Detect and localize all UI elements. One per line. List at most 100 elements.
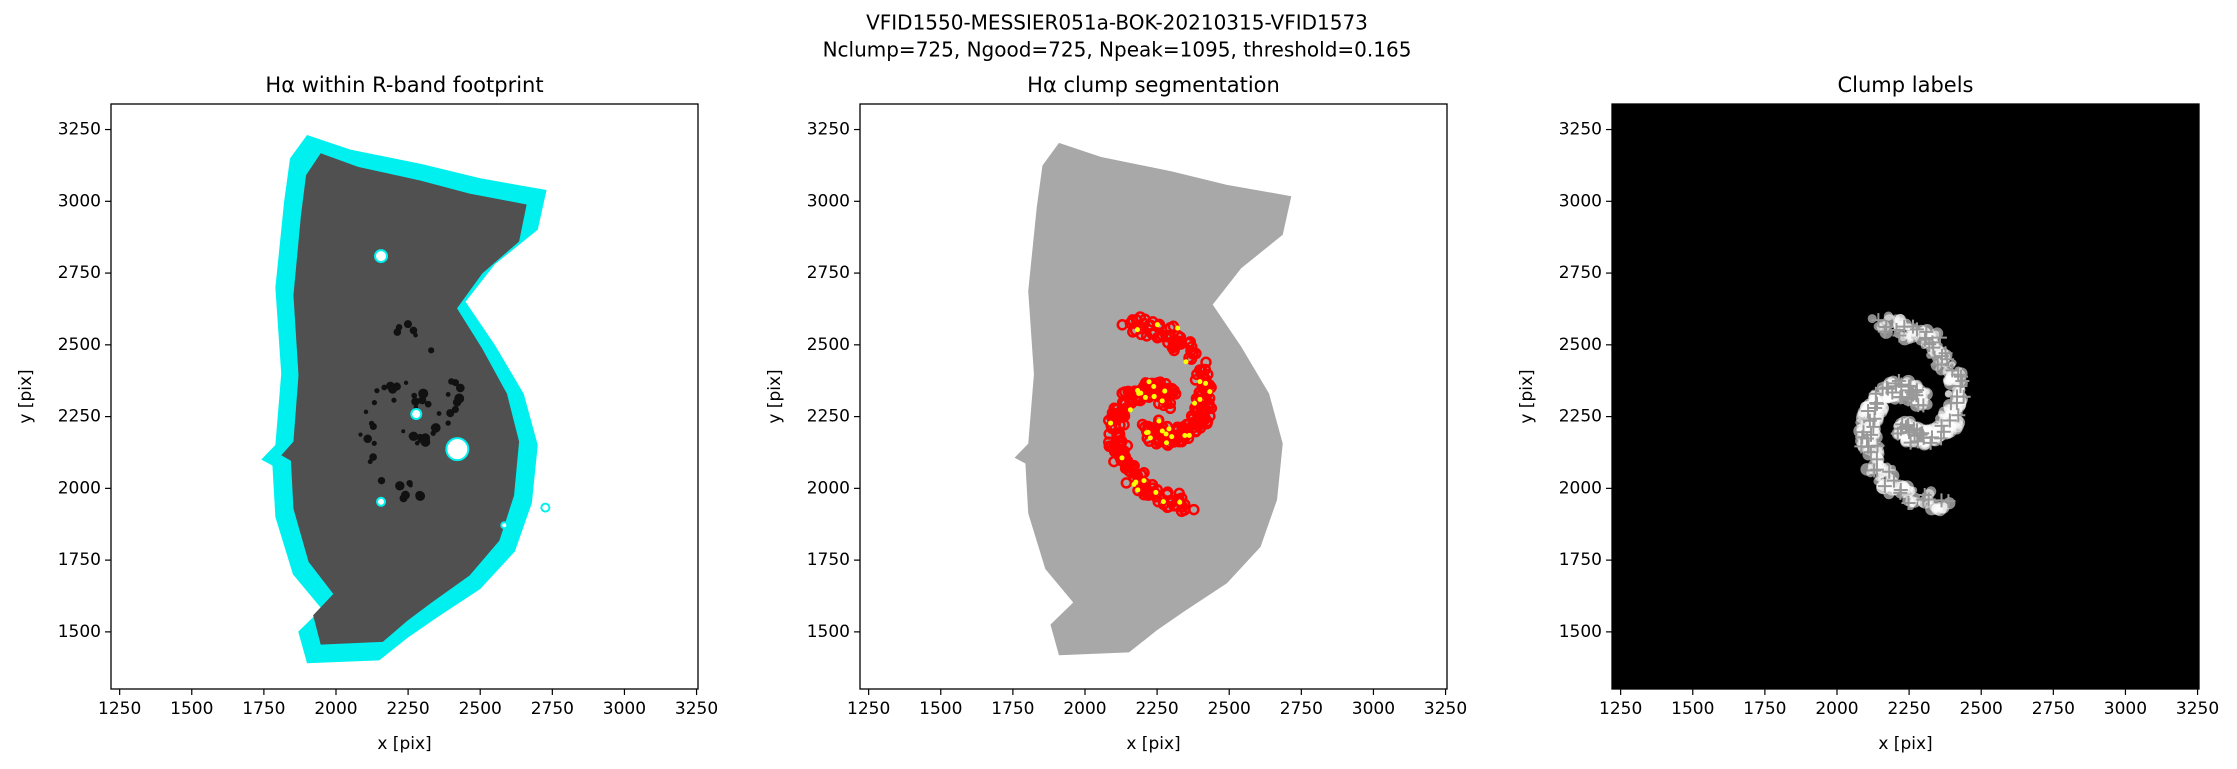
clump-marker	[1175, 505, 1188, 518]
dark-spot	[436, 411, 442, 416]
clump-marker	[1162, 382, 1175, 395]
clump-cross	[1926, 340, 1941, 355]
y-axis-label: y [pix]	[1517, 369, 1537, 423]
clump-label	[1925, 502, 1939, 516]
clump-label	[1855, 418, 1864, 427]
panel-image	[261, 135, 551, 664]
x-tick-label: 1750	[242, 699, 285, 719]
y-tick-label: 1500	[1559, 622, 1602, 642]
clump-cross	[1879, 319, 1894, 334]
clump-label	[1946, 371, 1956, 381]
clump-label	[1858, 408, 1868, 418]
peak-marker	[1147, 435, 1153, 441]
peak-marker	[1151, 383, 1157, 389]
dark-spot	[400, 490, 410, 500]
x-tick-label: 2500	[1208, 699, 1251, 719]
clump-marker	[1116, 435, 1128, 448]
y-tick-label: 2500	[58, 335, 101, 355]
clump-cross	[1879, 380, 1894, 395]
y-axis-label: y [pix]	[765, 369, 785, 423]
dark-spot	[401, 429, 406, 434]
y-tick-label: 2500	[807, 335, 850, 355]
dark-spot	[391, 397, 397, 403]
x-tick-label: 3000	[1352, 699, 1395, 719]
x-axis-label: x [pix]	[377, 734, 431, 754]
y-tick-label: 1500	[807, 622, 850, 642]
dark-spot	[408, 432, 416, 440]
x-tick-label: 3000	[2104, 699, 2147, 719]
clump-label	[1942, 427, 1954, 440]
clump-cross	[1866, 419, 1881, 434]
clump-cross	[1877, 479, 1892, 494]
dark-spot	[411, 397, 420, 406]
dark-spot	[371, 400, 378, 406]
peak-marker	[1151, 393, 1157, 399]
masked-star	[376, 496, 387, 507]
clump-cross	[1950, 389, 1965, 404]
dark-spot	[374, 388, 380, 394]
dark-spot	[428, 347, 435, 354]
y-tick-label: 2000	[58, 478, 101, 498]
clump-cross	[1861, 404, 1876, 419]
clump-label	[1867, 314, 1877, 324]
clump-marker	[1180, 418, 1193, 431]
y-tick-label: 3000	[807, 191, 850, 211]
axes-frame	[110, 103, 699, 690]
y-tick-label: 3250	[58, 120, 101, 140]
dark-spot	[455, 383, 465, 393]
panel-title: Hα within R-band footprint	[265, 73, 543, 97]
dark-spot	[377, 477, 386, 485]
dark-spot	[424, 400, 432, 408]
clump-marker	[1173, 494, 1186, 507]
clump-marker	[1188, 503, 1200, 516]
halpha-image	[281, 153, 527, 645]
dark-spot	[414, 440, 420, 446]
clump-cross	[1893, 483, 1908, 498]
clump-cross	[1940, 352, 1955, 367]
x-tick-label: 1250	[1599, 699, 1642, 719]
y-tick-label: 3000	[1559, 191, 1602, 211]
x-tick-label: 1250	[98, 699, 141, 719]
masked-star	[540, 502, 551, 513]
peak-marker	[1160, 499, 1166, 505]
clump-cross	[1910, 428, 1925, 443]
x-tick-label: 1500	[919, 699, 962, 719]
dark-spot	[369, 453, 377, 461]
peak-marker	[1197, 379, 1203, 385]
masked-star	[500, 521, 509, 530]
clump-cross	[1932, 330, 1947, 345]
panel-title: Clump labels	[1838, 73, 1974, 97]
peak-marker	[1159, 398, 1165, 404]
peak-marker	[1183, 359, 1189, 365]
y-tick-label: 2250	[807, 407, 850, 427]
masked-star	[445, 437, 470, 462]
clump-label	[1950, 359, 1957, 367]
peak-marker	[1154, 322, 1160, 328]
dark-spot	[386, 381, 395, 391]
clump-cross	[1921, 492, 1936, 507]
peak-marker	[1136, 391, 1142, 397]
x-axis-label: x [pix]	[1878, 734, 1932, 754]
clump-marker	[1173, 487, 1185, 500]
y-tick-label: 1750	[1559, 550, 1602, 570]
clump-marker	[1137, 380, 1150, 393]
clump-cross	[1934, 493, 1949, 508]
dark-spot	[446, 409, 455, 418]
clump-marker	[1116, 319, 1129, 331]
dark-spot	[358, 432, 363, 437]
clump-marker	[1202, 368, 1214, 381]
axes-frame	[1611, 103, 2200, 690]
clump-marker	[1174, 435, 1186, 447]
dark-spot	[415, 491, 426, 501]
clump-cross	[1901, 496, 1916, 511]
clump-cross	[1869, 452, 1884, 467]
y-tick-label: 2250	[1559, 407, 1602, 427]
axes-frame	[859, 103, 1448, 690]
clump-marker	[1164, 397, 1177, 409]
dark-spot	[448, 378, 455, 385]
dark-spot	[445, 392, 451, 397]
peak-marker	[1192, 400, 1198, 406]
peak-marker	[1207, 389, 1213, 395]
clump-cross	[1927, 350, 1942, 365]
masked-star	[374, 249, 389, 264]
